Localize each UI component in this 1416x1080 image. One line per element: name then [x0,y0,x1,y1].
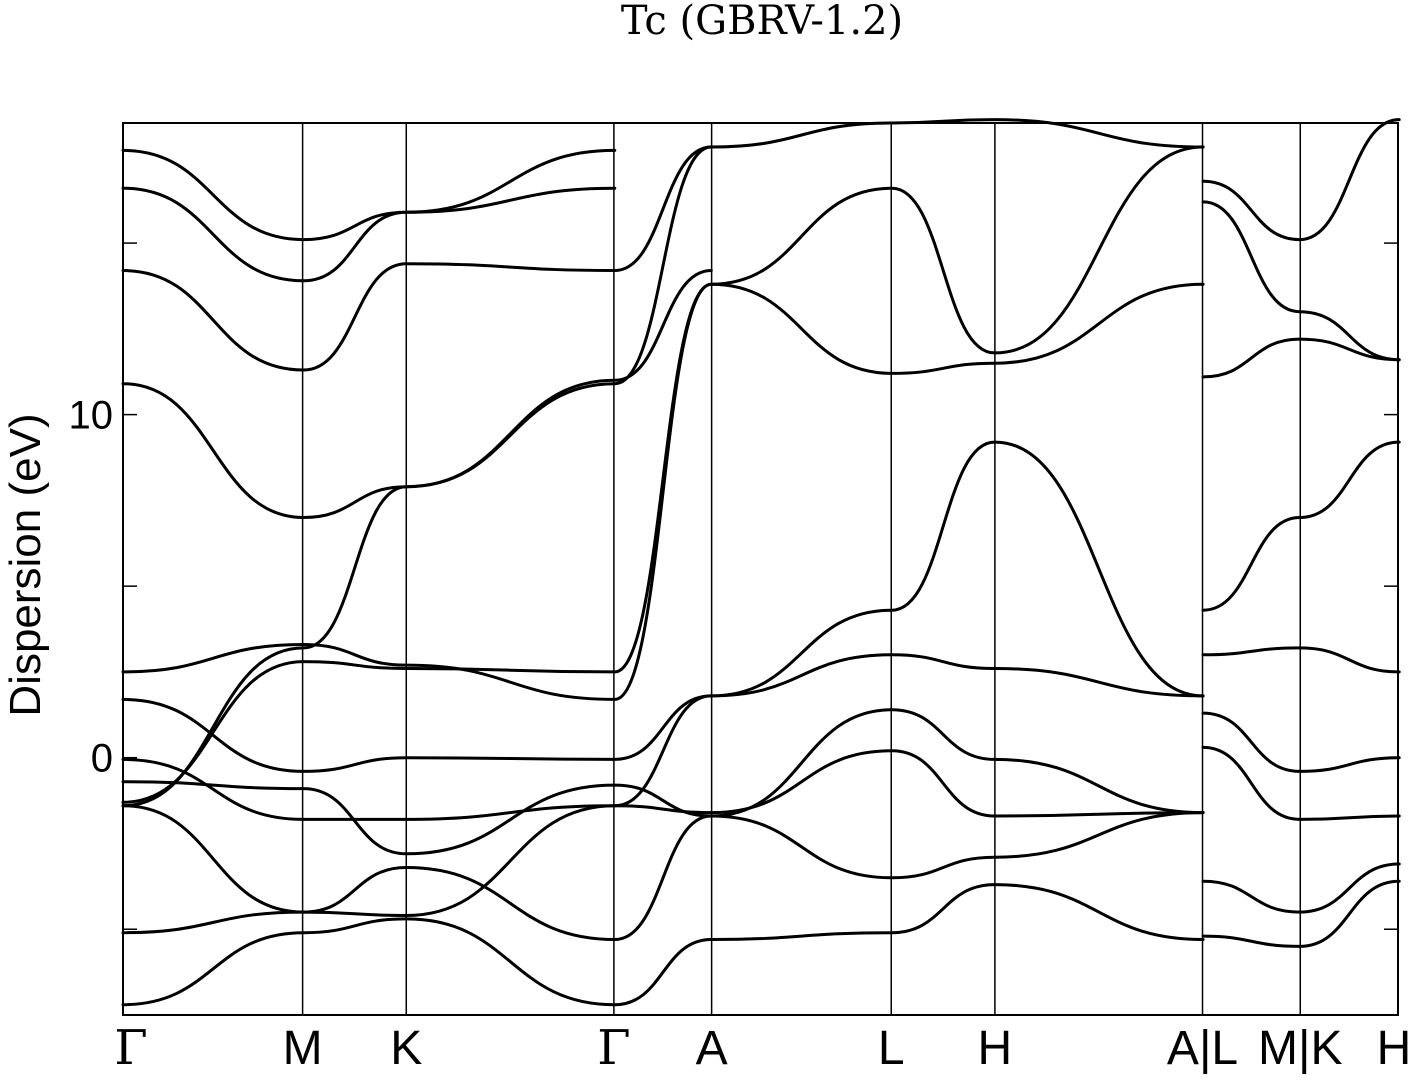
band-line [121,186,617,283]
kpoint-label: H [978,1022,1013,1075]
y-tick-label: 0 [91,737,113,781]
band-line [121,145,1205,804]
band-line [121,708,1205,856]
band-lines [121,118,1401,1007]
band-line [121,883,1205,1007]
y-axis-label: Dispersion (eV) [1,413,50,716]
kpoint-labels: Γ M K Γ A L H A|L M|K H [114,1020,1411,1076]
band-line [121,653,1205,821]
high-symmetry-lines [301,123,1302,1015]
band-line [1201,337,1401,379]
y-tick-labels: 0 10 [69,394,114,781]
kpoint-label: M [283,1022,323,1075]
kpoint-label: A|L [1167,1022,1238,1075]
band-line [121,118,1205,808]
kpoint-label: Γ [597,1020,630,1076]
band-line [1201,200,1401,362]
band-line [121,811,1205,941]
band-line [1201,862,1401,914]
band-line [121,148,617,242]
kpoint-label: H [1377,1022,1412,1075]
band-line [121,269,713,519]
y-tick-label: 10 [69,394,114,438]
band-line [1201,118,1401,242]
band-line [1201,711,1401,773]
y-axis-ticks [123,242,1398,930]
band-line [121,282,1205,701]
band-line [1201,440,1401,612]
kpoint-label: A [696,1022,728,1075]
band-line [1201,646,1401,674]
band-line [1201,879,1401,948]
chart-title: Tc (GBRV-1.2) [621,0,903,44]
band-line [121,749,1205,917]
kpoint-label: M|K [1258,1022,1342,1075]
plot-frame [122,122,1399,1016]
kpoint-label: L [878,1022,905,1075]
kpoint-label: Γ [114,1020,147,1076]
kpoint-label: K [390,1022,422,1075]
band-line [121,145,713,372]
band-line [1201,745,1401,821]
band-line [121,440,1205,773]
